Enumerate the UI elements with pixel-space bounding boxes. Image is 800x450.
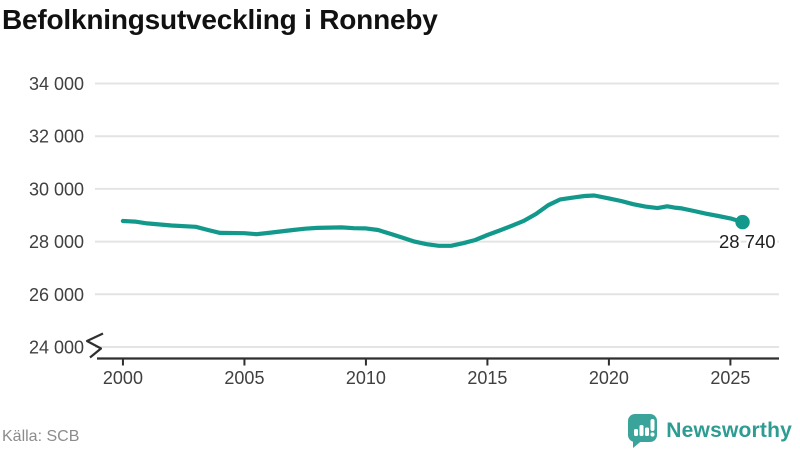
x-tick-label: 2015 xyxy=(467,368,507,388)
newsworthy-logo[interactable]: Newsworthy xyxy=(626,412,792,450)
latest-value-label: 28 740 xyxy=(719,231,776,252)
axis-break-icon xyxy=(85,332,104,359)
y-tick-label: 24 000 xyxy=(29,338,84,358)
y-tick-label: 34 000 xyxy=(29,74,84,94)
newsworthy-icon xyxy=(628,414,658,448)
x-tick-label: 2025 xyxy=(710,368,750,388)
y-tick-label: 26 000 xyxy=(29,285,84,305)
y-tick-label: 30 000 xyxy=(29,179,84,199)
x-tick-label: 2010 xyxy=(346,368,386,388)
population-line xyxy=(120,193,745,248)
source-note: Källa: SCB xyxy=(2,428,80,445)
x-tick-label: 2000 xyxy=(103,368,143,388)
chart-title: Befolkningsutveckling i Ronneby xyxy=(2,4,438,35)
y-tick-label: 32 000 xyxy=(29,127,84,147)
x-tick-label: 2020 xyxy=(589,368,629,388)
x-tick-label: 2005 xyxy=(224,368,264,388)
y-tick-label: 28 000 xyxy=(29,232,84,252)
newsworthy-wordmark: Newsworthy xyxy=(666,419,792,442)
latest-point-marker xyxy=(735,214,750,230)
